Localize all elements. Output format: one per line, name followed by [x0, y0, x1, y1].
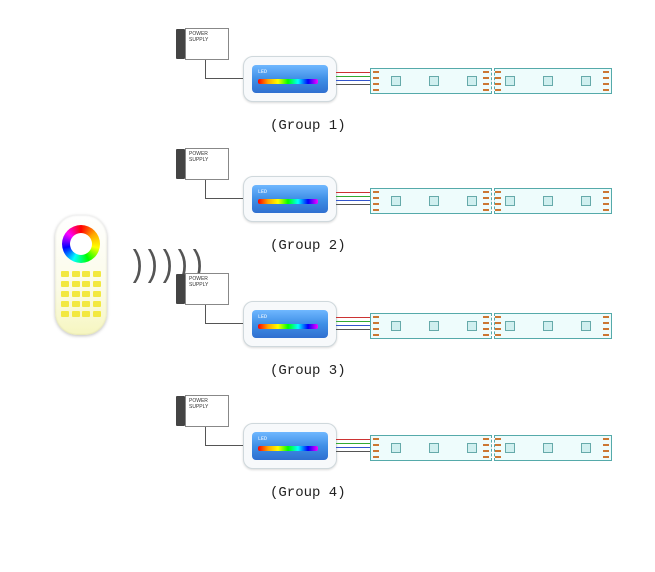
- rgb-controller: LED: [243, 176, 337, 222]
- wire-psu-to-controller: [205, 180, 246, 199]
- led-chip: [505, 443, 515, 453]
- controller-label: LED: [258, 69, 267, 75]
- wire-controller-to-strip: [336, 72, 370, 86]
- power-supply: POWER SUPPLY: [185, 395, 229, 427]
- led-chip: [543, 321, 553, 331]
- power-supply: POWER SUPPLY: [185, 148, 229, 180]
- group-caption-1: (Group 1): [270, 118, 346, 134]
- led-chip: [505, 196, 515, 206]
- led-chip: [505, 76, 515, 86]
- wire-psu-to-controller: [205, 60, 246, 79]
- wire-controller-to-strip: [336, 439, 370, 453]
- power-supply-label: POWER SUPPLY: [189, 398, 208, 410]
- led-chip: [581, 443, 591, 453]
- power-supply: POWER SUPPLY: [185, 273, 229, 305]
- group-caption-3: (Group 3): [270, 363, 346, 379]
- led-chip: [505, 321, 515, 331]
- led-chip: [391, 76, 401, 86]
- led-chip: [467, 76, 477, 86]
- remote-button-row: [61, 281, 101, 287]
- led-strip: [370, 435, 612, 461]
- led-chip: [467, 443, 477, 453]
- power-supply-label: POWER SUPPLY: [189, 31, 208, 43]
- controller-label: LED: [258, 189, 267, 195]
- led-chip: [581, 76, 591, 86]
- controller-label: LED: [258, 314, 267, 320]
- power-supply-label: POWER SUPPLY: [189, 276, 208, 288]
- led-chip: [581, 196, 591, 206]
- color-wheel-icon: [62, 225, 100, 263]
- led-chip: [581, 321, 591, 331]
- led-strip: [370, 188, 612, 214]
- rf-remote: [55, 215, 107, 335]
- rgb-controller: LED: [243, 423, 337, 469]
- led-chip: [467, 321, 477, 331]
- rainbow-bar-icon: [258, 446, 318, 451]
- led-chip: [429, 443, 439, 453]
- led-chip: [429, 76, 439, 86]
- led-strip: [370, 68, 612, 94]
- remote-button-row: [61, 301, 101, 307]
- rainbow-bar-icon: [258, 79, 318, 84]
- wire-controller-to-strip: [336, 317, 370, 331]
- led-chip: [429, 196, 439, 206]
- remote-button-row: [61, 311, 101, 317]
- led-chip: [391, 443, 401, 453]
- led-chip: [543, 443, 553, 453]
- led-strip: [370, 313, 612, 339]
- rgb-controller: LED: [243, 56, 337, 102]
- remote-button-row: [61, 271, 101, 277]
- rainbow-bar-icon: [258, 324, 318, 329]
- controller-label: LED: [258, 436, 267, 442]
- led-chip: [429, 321, 439, 331]
- led-chip: [543, 196, 553, 206]
- wire-psu-to-controller: [205, 427, 246, 446]
- wire-psu-to-controller: [205, 305, 246, 324]
- group-caption-2: (Group 2): [270, 238, 346, 254]
- power-supply-label: POWER SUPPLY: [189, 151, 208, 163]
- rainbow-bar-icon: [258, 199, 318, 204]
- led-chip: [467, 196, 477, 206]
- rgb-controller: LED: [243, 301, 337, 347]
- power-supply: POWER SUPPLY: [185, 28, 229, 60]
- group-caption-4: (Group 4): [270, 485, 346, 501]
- led-chip: [391, 321, 401, 331]
- remote-button-row: [61, 291, 101, 297]
- led-chip: [391, 196, 401, 206]
- wire-controller-to-strip: [336, 192, 370, 206]
- led-chip: [543, 76, 553, 86]
